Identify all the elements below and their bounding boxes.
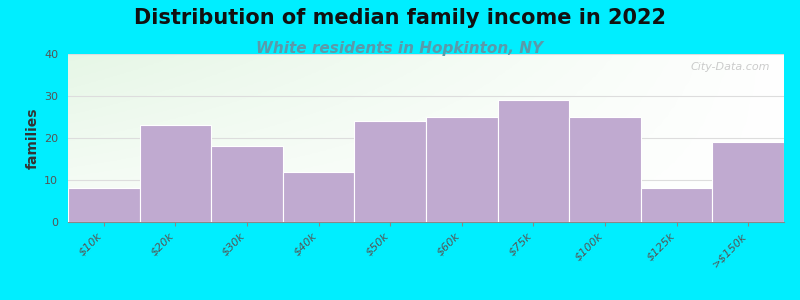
Bar bbox=[68, 188, 140, 222]
Bar bbox=[211, 146, 283, 222]
Bar bbox=[498, 100, 570, 222]
Bar bbox=[641, 188, 713, 222]
Bar bbox=[140, 125, 211, 222]
Y-axis label: families: families bbox=[26, 107, 40, 169]
Text: City-Data.com: City-Data.com bbox=[690, 62, 770, 72]
Bar bbox=[713, 142, 784, 222]
Bar bbox=[426, 117, 498, 222]
Text: Distribution of median family income in 2022: Distribution of median family income in … bbox=[134, 8, 666, 28]
Bar bbox=[570, 117, 641, 222]
Text: White residents in Hopkinton, NY: White residents in Hopkinton, NY bbox=[257, 40, 543, 56]
Bar bbox=[354, 121, 426, 222]
Bar bbox=[283, 172, 354, 222]
